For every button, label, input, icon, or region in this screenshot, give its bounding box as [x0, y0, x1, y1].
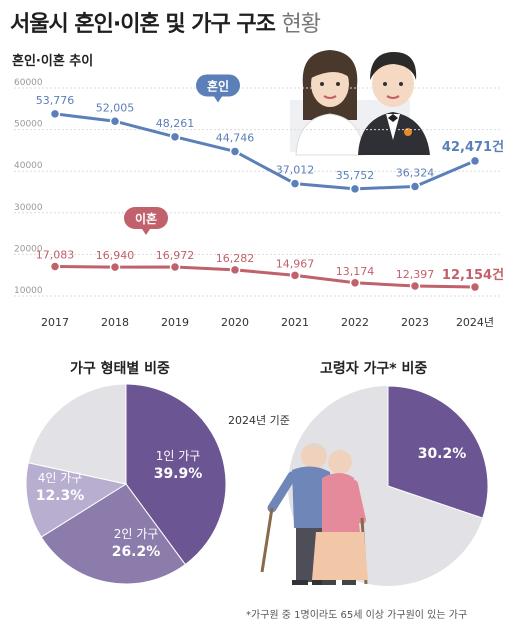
series-line-marriage [54, 112, 476, 191]
couple-illustration [290, 50, 430, 156]
data-point [169, 261, 181, 273]
page-title: 서울시 혼인·이혼 및 가구 구조 현황 [10, 6, 321, 38]
pie-slice-value: 30.2% [418, 446, 467, 462]
data-point [409, 280, 421, 292]
x-tick-label: 2023 [401, 316, 429, 329]
series-badge-bg [124, 207, 168, 229]
data-label: 48,261 [156, 117, 195, 130]
data-label: 16,282 [216, 252, 255, 265]
x-tick-label: 2017 [41, 316, 69, 329]
data-point [469, 155, 481, 167]
data-point [289, 270, 301, 281]
title-main: 서울시 혼인·이혼 및 가구 구조 [10, 12, 276, 37]
data-point [49, 108, 61, 120]
pie-slice [387, 385, 489, 519]
data-label: 16,940 [96, 249, 135, 262]
pie-left-title: 가구 형태별 비중 [70, 361, 170, 377]
data-label: 16,972 [156, 249, 195, 262]
pie-slice-value: 39.9% [154, 466, 203, 482]
x-tick-label: 2022 [341, 316, 369, 329]
elderly-couple-illustration [260, 443, 368, 585]
y-tick-label: 60000 [14, 78, 43, 88]
x-tick-label: 2021 [281, 316, 309, 329]
data-label: 53,776 [36, 94, 75, 107]
series-line-divorce [54, 265, 476, 289]
pie-slice [25, 462, 128, 538]
pie-slice-name: 4인 가구 [38, 471, 83, 485]
series-badge-marriage: 혼인 [207, 78, 229, 93]
footnote: *가구원 중 1명이라도 65세 이상 가구원이 있는 가구 [246, 610, 468, 621]
data-label: 44,746 [216, 131, 255, 144]
data-label: 13,174 [336, 265, 375, 278]
y-tick-label: 50000 [14, 120, 43, 130]
data-point [49, 261, 61, 272]
data-label: 14,967 [276, 257, 315, 270]
y-tick-label: 20000 [14, 244, 43, 254]
title-light: 현황 [281, 12, 321, 37]
data-point [229, 264, 241, 276]
data-point [349, 183, 361, 195]
pie-slice [125, 383, 227, 566]
pie-slice-name: 2인 가구 [114, 527, 159, 541]
series-badge-pointer [214, 96, 222, 103]
line-section-title: 혼인·이혼 추이 [12, 54, 94, 69]
data-label: 36,324 [396, 166, 435, 179]
series-badge-pointer [142, 229, 150, 235]
x-tick-label: 2019 [161, 316, 189, 329]
series-badge-divorce: 이혼 [135, 211, 157, 226]
pie-slice-value: 12.3% [36, 488, 85, 504]
x-tick-label: 2020 [221, 316, 249, 329]
pie-slice-name: 1인 가구 [156, 449, 201, 463]
data-point [289, 178, 301, 189]
pie-slice [40, 483, 186, 585]
x-tick-label: 2024년 [456, 316, 494, 329]
baseline-note: 2024년 기준 [228, 414, 290, 427]
data-label: 17,083 [36, 249, 75, 262]
data-point [409, 181, 421, 192]
data-label: 42,471건 [442, 139, 504, 155]
data-point [109, 261, 121, 273]
y-tick-label: 10000 [14, 286, 43, 296]
pie-slice [27, 383, 127, 485]
data-point [229, 146, 241, 157]
x-tick-label: 2018 [101, 316, 129, 329]
data-point [469, 281, 481, 293]
series-badge-bg [196, 74, 240, 97]
data-label: 12,154건 [442, 267, 504, 283]
data-point [109, 116, 121, 127]
pie-right-title: 고령자 가구* 비중 [320, 361, 428, 377]
data-point [349, 277, 361, 289]
y-tick-label: 30000 [14, 203, 43, 213]
data-label: 35,752 [336, 169, 375, 182]
data-label: 37,012 [276, 164, 315, 177]
data-point [169, 131, 181, 143]
data-label: 52,005 [96, 101, 135, 114]
y-tick-label: 40000 [14, 161, 43, 171]
data-label: 12,397 [396, 268, 435, 281]
pie-slice-value: 26.2% [112, 544, 161, 560]
